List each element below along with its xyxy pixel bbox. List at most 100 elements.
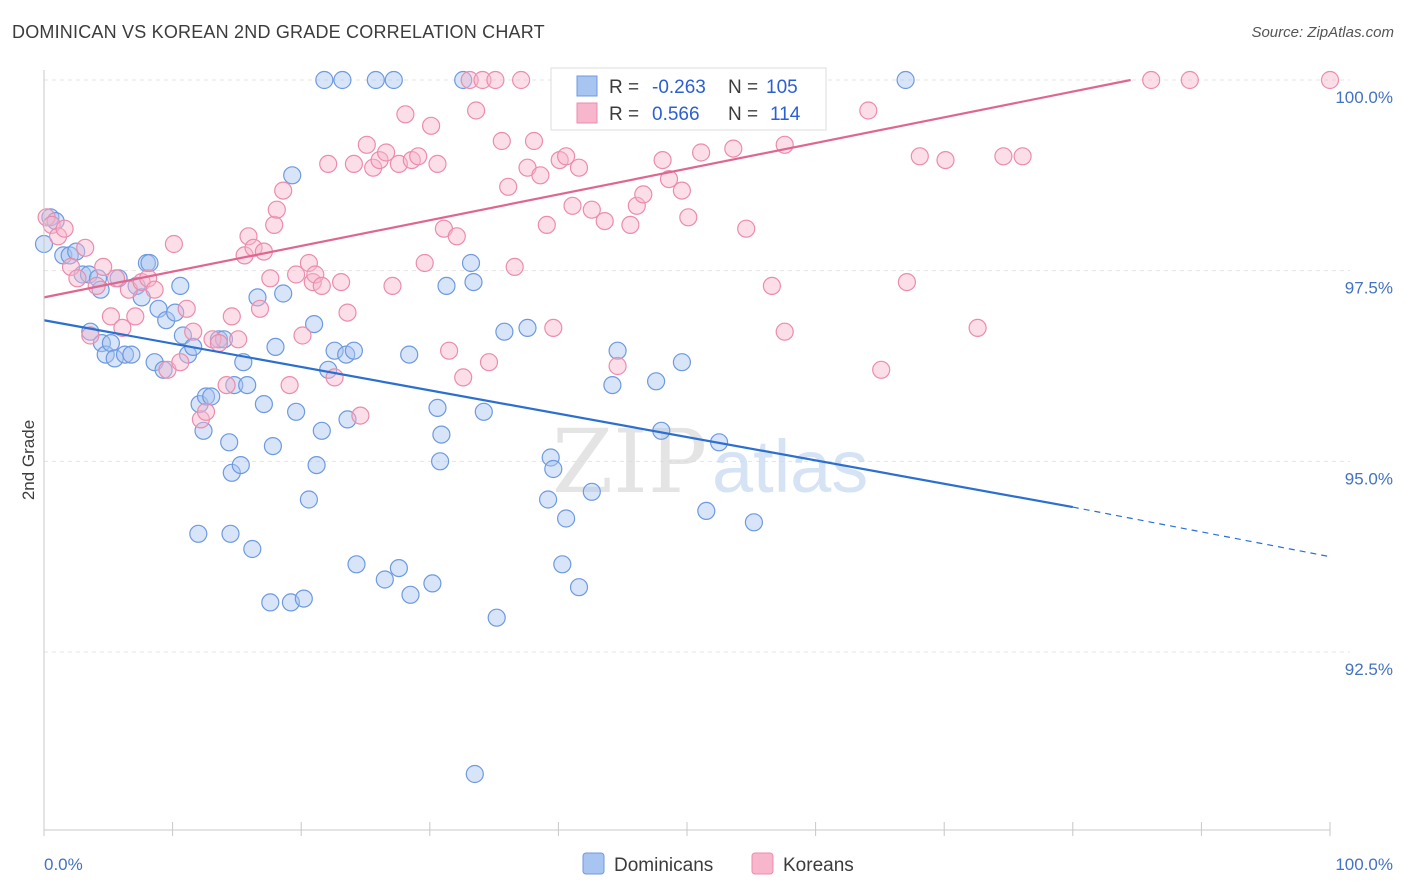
koreans-point-62: [422, 116, 441, 135]
dominicans-point-67: [366, 70, 385, 90]
koreans-point-20: [171, 353, 190, 372]
dominicans-point-61: [325, 341, 344, 360]
dominicans-point-13: [101, 334, 121, 353]
koreans-point-85: [569, 158, 589, 177]
koreans-point-107: [910, 147, 929, 166]
dominicans-point-48: [263, 437, 282, 456]
koreans-point-6: [76, 238, 95, 257]
dominicans-point-21: [140, 253, 159, 273]
dominicans-point-45: [248, 288, 267, 307]
dominicans-point-84: [518, 318, 537, 337]
koreans-point-12: [113, 318, 132, 337]
dominicans-point-58: [312, 421, 331, 440]
koreans-point-9: [94, 257, 113, 276]
grid-layer: [44, 79, 1350, 653]
legend-swatch-dominicans: [576, 75, 598, 97]
koreans-point-27: [217, 376, 236, 395]
legend-swatch-koreans: [576, 102, 598, 124]
dominicans-point-40: [231, 456, 250, 475]
dominicans-point-70: [389, 558, 408, 578]
koreans-point-81: [544, 318, 563, 337]
bottom-legend: Dominicans Koreans: [582, 852, 854, 876]
koreans-point-3: [55, 219, 74, 238]
koreans-point-114: [1320, 70, 1340, 90]
dominicans-point-77: [437, 276, 456, 295]
koreans-point-106: [897, 273, 917, 292]
koreans-point-68: [460, 70, 479, 90]
y-tick-label-3: 100.0%: [1335, 88, 1393, 107]
dominicans-point-49: [266, 337, 285, 356]
koreans-point-40: [287, 265, 306, 284]
dominicans-point-16: [115, 345, 135, 364]
koreans-point-10: [101, 307, 121, 326]
dominicans-point-42: [238, 376, 257, 395]
dominicans-point-17: [122, 345, 141, 364]
koreans-point-61: [415, 253, 434, 273]
watermark-atlas: atlas: [712, 425, 868, 508]
koreans-point-44: [306, 265, 325, 284]
koreans-point-99: [762, 276, 782, 295]
dominicans-point-59: [315, 70, 334, 90]
dominicans-point-32: [194, 421, 213, 440]
koreans-point-60: [409, 147, 428, 166]
koreans-point-36: [265, 215, 284, 234]
trend-layer: [43, 78, 1331, 558]
koreans-point-75: [505, 257, 524, 276]
legend-n-value-1: 105: [766, 77, 798, 98]
koreans-point-24: [196, 402, 216, 421]
koreans-point-7: [81, 326, 100, 345]
dominicans-point-26: [166, 303, 185, 322]
koreans-point-21: [177, 299, 196, 318]
bottom-legend-label-koreans: Koreans: [783, 855, 854, 876]
dominicans-point-83: [495, 322, 514, 341]
dominicans-point-91: [582, 482, 601, 501]
koreans-point-48: [332, 273, 351, 292]
dominicans-point-86: [541, 448, 560, 467]
koreans-point-5: [68, 269, 87, 288]
legend-r-value-2: 0.566: [652, 104, 700, 125]
dominicans-point-28: [173, 326, 192, 345]
koreans-point-80: [537, 215, 556, 234]
dominicans-point-39: [225, 376, 244, 395]
legend-box: R = -0.263 N = 105 R = 0.566 N = 114: [550, 67, 827, 131]
dominicans-point-55: [299, 490, 318, 509]
koreans-point-35: [261, 269, 280, 288]
koreans-point-96: [691, 143, 711, 162]
dominicans-point-62: [333, 70, 352, 90]
dominicans-point-87: [544, 459, 563, 479]
dominicans-point-89: [556, 509, 576, 528]
koreans-point-55: [377, 143, 396, 162]
points-layer: [34, 70, 1340, 784]
koreans-point-50: [344, 154, 363, 173]
koreans-point-49: [338, 303, 357, 322]
koreans-point-33: [250, 299, 270, 318]
koreans-point-19: [164, 234, 183, 254]
chart-title: DOMINICAN VS KOREAN 2ND GRADE CORRELATIO…: [12, 22, 545, 42]
koreans-point-113: [1180, 70, 1199, 90]
koreans-point-86: [582, 200, 601, 219]
koreans-point-87: [595, 212, 614, 231]
koreans-point-71: [479, 353, 499, 372]
koreans-trend-line: [43, 78, 1131, 299]
koreans-point-17: [145, 280, 164, 299]
dominicans-point-66: [347, 555, 366, 574]
koreans-point-69: [467, 101, 486, 120]
legend-n-value-2: 114: [770, 104, 801, 125]
dominicans-point-69: [384, 70, 403, 90]
dominicans-point-88: [553, 555, 572, 574]
koreans-point-93: [659, 170, 679, 189]
koreans-point-67: [454, 368, 473, 387]
koreans-point-97: [724, 139, 743, 158]
koreans-point-105: [872, 360, 891, 379]
koreans-point-26: [209, 334, 228, 353]
bottom-legend-label-dominicans: Dominicans: [614, 855, 713, 876]
legend-r-label-2: R =: [609, 104, 639, 125]
dominicans-point-57: [307, 456, 326, 475]
legend-r-value-1: -0.263: [652, 77, 706, 98]
dominicans-point-12: [96, 345, 115, 364]
dominicans-point-79: [461, 253, 481, 273]
dominicans-trend-extension: [1072, 506, 1331, 558]
dominicans-point-56: [305, 315, 324, 334]
koreans-point-74: [499, 177, 518, 196]
